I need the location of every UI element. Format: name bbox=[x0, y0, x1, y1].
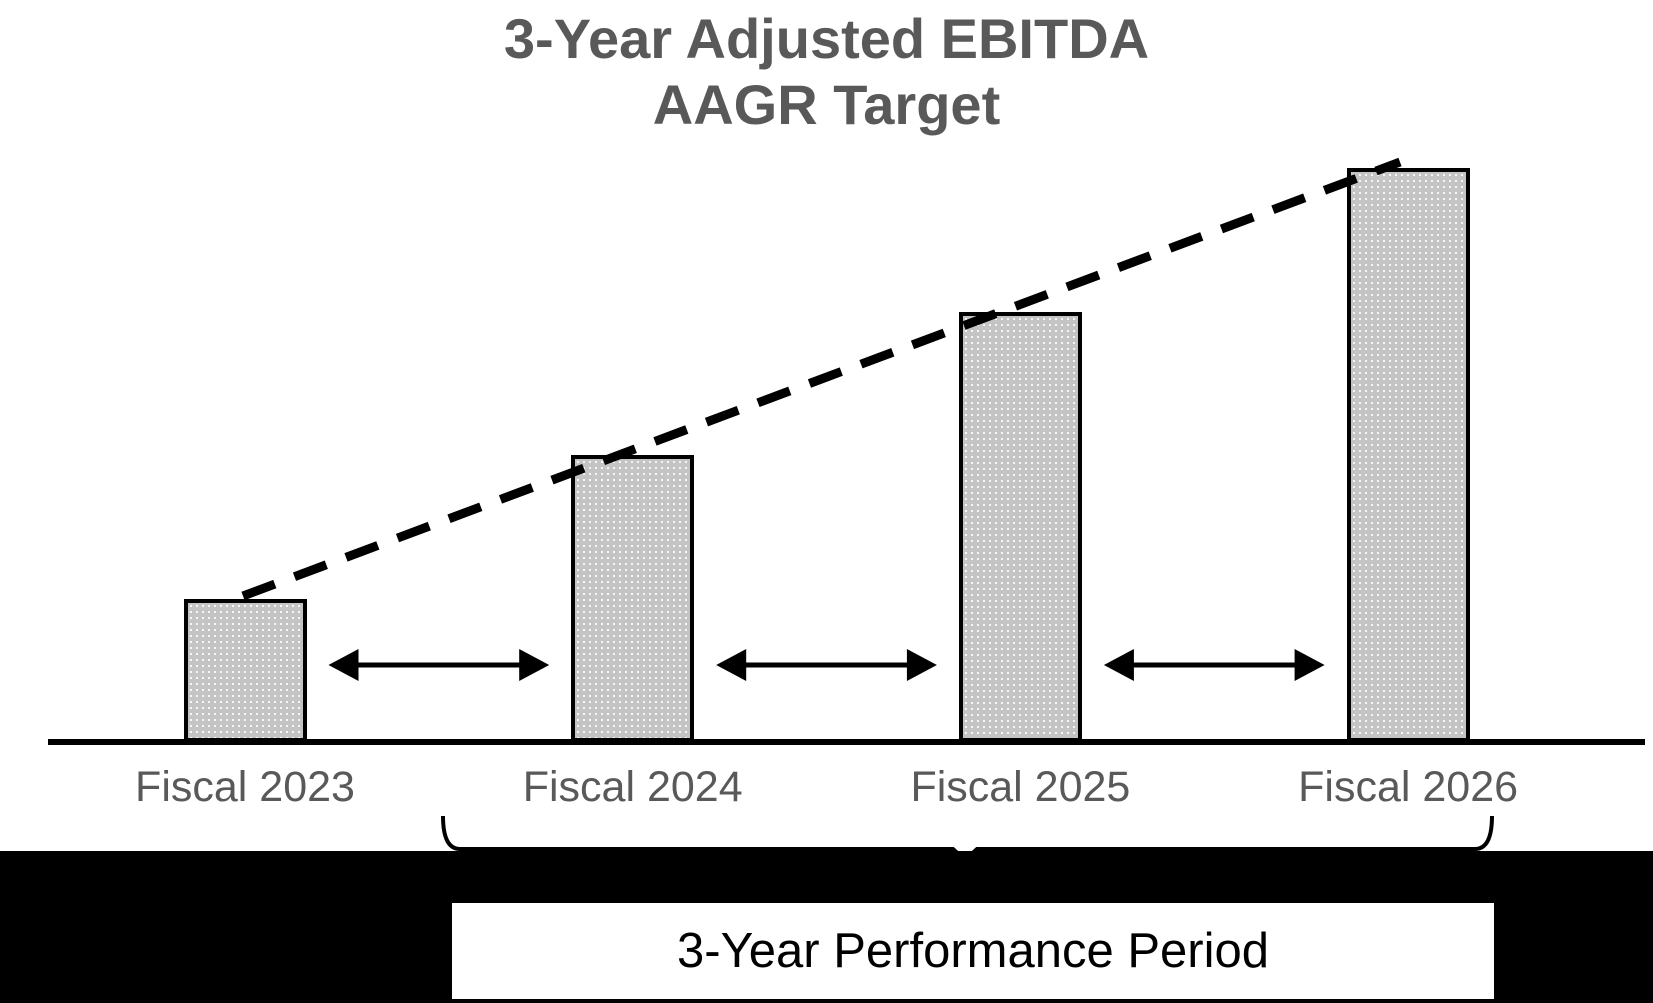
bar-fiscal-2026 bbox=[1346, 168, 1470, 742]
bar-fiscal-2025 bbox=[958, 311, 1082, 742]
x-label-fiscal-2023: Fiscal 2023 bbox=[135, 763, 355, 811]
x-label-fiscal-2024: Fiscal 2024 bbox=[522, 763, 743, 811]
performance-period-box: 3-Year Performance Period bbox=[452, 903, 1494, 999]
bar-fiscal-2023 bbox=[183, 598, 307, 742]
bar-fiscal-2024 bbox=[571, 455, 695, 742]
chart-title: 3-Year Adjusted EBITDA AAGR Target bbox=[0, 6, 1653, 138]
x-label-fiscal-2026: Fiscal 2026 bbox=[1298, 763, 1519, 811]
gap-arrow-1 bbox=[328, 649, 550, 681]
chart-title-line1: 3-Year Adjusted EBITDA bbox=[503, 7, 1150, 70]
x-axis-line bbox=[48, 739, 1645, 745]
x-label-fiscal-2025: Fiscal 2025 bbox=[910, 763, 1131, 811]
chart-title-line2: AAGR Target bbox=[652, 73, 1001, 136]
aagr-trendline-dashed bbox=[241, 157, 1402, 601]
gap-arrow-2 bbox=[716, 649, 937, 681]
performance-period-label: 3-Year Performance Period bbox=[677, 924, 1269, 978]
gap-arrow-3 bbox=[1103, 649, 1325, 681]
